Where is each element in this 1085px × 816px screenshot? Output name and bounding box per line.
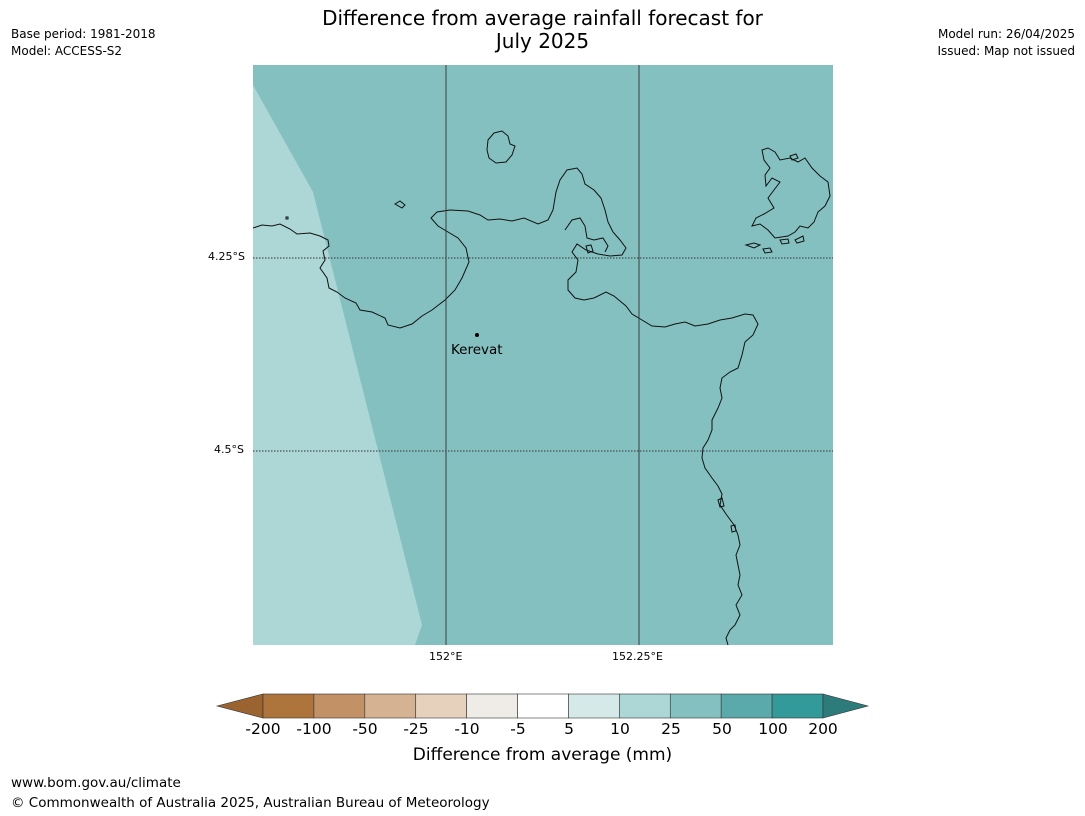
coastline-islet-south-2 bbox=[730, 524, 737, 533]
coastline-islet-east-3 bbox=[779, 238, 790, 245]
coastline-islet-east-1 bbox=[744, 242, 762, 249]
meta-left: Base period: 1981-2018 Model: ACCESS-S2 bbox=[11, 26, 156, 60]
map-title: Difference from average rainfall forecas… bbox=[0, 7, 1085, 53]
colorbar-extend-high bbox=[822, 693, 870, 719]
coastline-north-island bbox=[486, 130, 516, 164]
colorbar-swatch bbox=[669, 693, 722, 719]
map-area-10-25 bbox=[253, 85, 422, 645]
colorbar-tick-label: 50 bbox=[712, 720, 732, 738]
colorbar-swatch bbox=[466, 693, 518, 719]
coastline-gazelle-peninsula bbox=[252, 167, 759, 646]
base-period: Base period: 1981-2018 bbox=[11, 27, 156, 41]
colorbar-title: Difference from average (mm) bbox=[412, 745, 673, 765]
meta-right: Model run: 26/04/2025 Issued: Map not is… bbox=[937, 26, 1075, 60]
coastline-duke-of-york-islands bbox=[751, 147, 831, 239]
footer-copyright: © Commonwealth of Australia 2025, Austra… bbox=[11, 795, 490, 811]
title-line-1: Difference from average rainfall forecas… bbox=[322, 6, 763, 30]
lon-label-152: 152°E bbox=[429, 650, 463, 663]
coastline-inner-bay bbox=[564, 217, 609, 253]
coastline-islet-small bbox=[285, 216, 289, 220]
kerevat-marker bbox=[475, 333, 479, 337]
colorbar-tick-label: -200 bbox=[245, 720, 281, 738]
graticule bbox=[253, 65, 833, 645]
colorbar-swatch bbox=[262, 693, 315, 719]
lat-label-4-5: 4.5°S bbox=[214, 443, 244, 456]
lon-label-152-25: 152.25°E bbox=[612, 650, 663, 663]
title-line-2: July 2025 bbox=[495, 29, 590, 53]
colorbar-tick-label: 100 bbox=[758, 720, 788, 738]
colorbar-tick-label: 25 bbox=[661, 720, 681, 738]
coastline-islet-bay bbox=[585, 244, 594, 254]
colorbar-swatch bbox=[313, 693, 366, 719]
colorbar-tick-label: -100 bbox=[296, 720, 332, 738]
footer-url: www.bom.gov.au/climate bbox=[11, 775, 181, 791]
lat-label-4-25: 4.25°S bbox=[208, 250, 245, 263]
colorbar-swatch bbox=[619, 693, 671, 719]
coastline-islet-east-4 bbox=[794, 235, 805, 244]
colorbar-swatch bbox=[415, 693, 467, 719]
coastline-islet-south-1 bbox=[717, 497, 725, 508]
colorbar bbox=[215, 693, 870, 719]
colorbar-tick-label: -5 bbox=[510, 720, 526, 738]
colorbar-swatch bbox=[720, 693, 773, 719]
issued-status: Issued: Map not issued bbox=[937, 44, 1075, 58]
coastline-islet-east-5 bbox=[789, 153, 799, 161]
colorbar-tick-label: 5 bbox=[564, 720, 574, 738]
colorbar-extend-low bbox=[215, 693, 264, 719]
colorbar-tick-label: 200 bbox=[808, 720, 838, 738]
colorbar-swatch bbox=[771, 693, 824, 719]
coastline-group bbox=[252, 130, 831, 646]
coastline-islet-east-2 bbox=[762, 247, 773, 254]
colorbar-swatch bbox=[568, 693, 620, 719]
colorbar-tick-label: -10 bbox=[454, 720, 480, 738]
model-run: Model run: 26/04/2025 bbox=[937, 27, 1075, 41]
model-name: Model: ACCESS-S2 bbox=[11, 44, 123, 58]
colorbar-swatch bbox=[517, 693, 569, 719]
place-label-kerevat: Kerevat bbox=[451, 342, 503, 358]
colorbar-swatch bbox=[364, 693, 417, 719]
colorbar-tick-label: 10 bbox=[610, 720, 630, 738]
colorbar-tick-label: -25 bbox=[403, 720, 429, 738]
colorbar-tick-label: -50 bbox=[352, 720, 378, 738]
coastline-islet-west bbox=[394, 200, 406, 209]
